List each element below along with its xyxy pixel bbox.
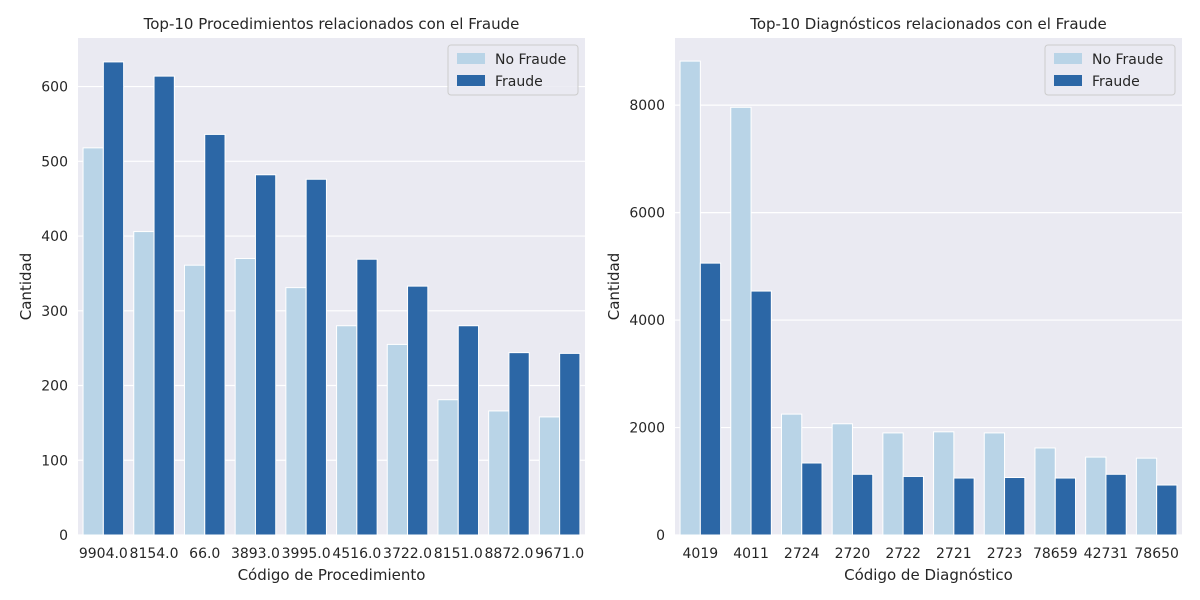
bar-fraude-9904.0	[102, 61, 125, 536]
bar-no-fraude-9904.0	[82, 147, 104, 536]
x-tick-label: 8154.0	[130, 546, 179, 562]
x-tick-label: 78659	[1033, 546, 1078, 562]
x-tick-label: 66.0	[189, 546, 220, 562]
bar-fraude-2723	[1004, 477, 1026, 536]
bar-no-fraude-4019	[679, 60, 701, 536]
bar-fraude-2722	[902, 475, 924, 536]
legend-swatch-fraude	[1054, 75, 1082, 86]
y-tick-label: 0	[59, 528, 68, 544]
bar-fraude-8154.0	[153, 75, 175, 536]
x-tick-label: 3722.0	[383, 546, 432, 562]
y-tick-label: 8000	[629, 98, 665, 114]
x-tick-label: 2723	[987, 546, 1023, 562]
x-tick-label: 2724	[784, 546, 820, 562]
bar-no-fraude-2723	[983, 432, 1006, 536]
bar-no-fraude-4011	[730, 106, 752, 536]
x-tick-label: 2720	[835, 546, 871, 562]
x-tick-label: 3893.0	[231, 546, 280, 562]
bar-fraude-3995.0	[305, 178, 327, 536]
bar-fraude-4019	[699, 262, 722, 536]
legend-label: No Fraude	[495, 52, 566, 68]
bar-no-fraude-78650	[1135, 457, 1158, 536]
bar-fraude-4516.0	[356, 258, 378, 536]
bar-no-fraude-2722	[882, 432, 904, 536]
x-tick-label: 78650	[1134, 546, 1179, 562]
x-tick-label: 8151.0	[434, 546, 483, 562]
bar-fraude-8872.0	[508, 352, 530, 536]
legend-swatch-no-fraude	[457, 53, 485, 64]
bar-fraude-2724	[801, 462, 823, 536]
bar-fraude-3722.0	[407, 285, 429, 536]
y-tick-label: 2000	[629, 421, 665, 437]
y-tick-label: 300	[41, 304, 68, 320]
chart-title: Top-10 Procedimientos relacionados con e…	[143, 15, 520, 33]
y-tick-label: 400	[41, 229, 68, 245]
legend-swatch-fraude	[457, 75, 485, 86]
bar-no-fraude-8154.0	[133, 231, 155, 536]
chart-title: Top-10 Diagnósticos relacionados con el …	[749, 15, 1107, 33]
bar-fraude-66.0	[204, 133, 226, 536]
y-tick-label: 200	[41, 379, 68, 395]
y-axis-label: Cantidad	[605, 253, 623, 320]
y-tick-label: 500	[41, 154, 68, 170]
x-tick-label: 4516.0	[332, 546, 381, 562]
bar-no-fraude-78659	[1034, 447, 1056, 536]
bar-fraude-3893.0	[254, 174, 277, 536]
chart-panel-2: 0 2000 4000 6000 8000 4019 4011 2724 2720 2722 272…	[605, 15, 1182, 584]
bar-fraude-4011	[750, 290, 772, 536]
bar-no-fraude-2720	[831, 423, 853, 536]
bar-no-fraude-3995.0	[285, 287, 307, 536]
y-tick-label: 0	[656, 528, 665, 544]
bar-no-fraude-3722.0	[386, 343, 409, 536]
legend-label: No Fraude	[1092, 52, 1163, 68]
bar-fraude-9671.0	[559, 352, 581, 536]
x-tick-label: 3995.0	[282, 546, 331, 562]
bar-no-fraude-8151.0	[437, 399, 459, 536]
bar-no-fraude-42731	[1085, 456, 1107, 536]
x-tick-label: 2721	[936, 546, 972, 562]
x-tick-label: 4019	[683, 546, 719, 562]
y-tick-label: 100	[41, 453, 68, 469]
legend: No Fraude Fraude	[1044, 44, 1176, 96]
chart-panel-1: 0 100 200 300 400 500 600 9904.0 8154.0 66.0 3893.…	[17, 15, 585, 584]
y-tick-label: 6000	[629, 206, 665, 222]
bar-fraude-2721	[953, 477, 975, 536]
y-tick-label: 4000	[629, 313, 665, 329]
legend: No Fraude Fraude	[447, 44, 579, 96]
bar-fraude-42731	[1105, 473, 1127, 536]
legend-swatch-no-fraude	[1054, 53, 1082, 64]
bar-no-fraude-2724	[780, 413, 803, 536]
x-tick-label: 9904.0	[79, 546, 128, 562]
y-axis-label: Cantidad	[17, 253, 35, 320]
x-tick-label: 2722	[885, 546, 921, 562]
x-tick-label: 8872.0	[484, 546, 533, 562]
x-tick-label: 4011	[733, 546, 769, 562]
bar-no-fraude-3893.0	[234, 257, 256, 536]
bar-fraude-2720	[851, 473, 874, 536]
bar-no-fraude-9671.0	[538, 416, 561, 536]
x-tick-label: 42731	[1084, 546, 1129, 562]
bar-fraude-8151.0	[457, 325, 480, 536]
legend-label: Fraude	[1092, 74, 1140, 90]
bar-no-fraude-2721	[933, 431, 955, 536]
bar-fraude-78650	[1156, 484, 1178, 536]
x-axis-label: Código de Diagnóstico	[844, 566, 1013, 584]
bar-no-fraude-8872.0	[488, 410, 510, 536]
x-axis-label: Código de Procedimiento	[238, 566, 426, 584]
x-tick-label: 9671.0	[535, 546, 584, 562]
bar-no-fraude-4516.0	[336, 325, 358, 536]
legend-label: Fraude	[495, 74, 543, 90]
y-tick-label: 600	[41, 80, 68, 96]
bar-no-fraude-66.0	[183, 264, 206, 536]
bar-fraude-78659	[1054, 477, 1077, 536]
